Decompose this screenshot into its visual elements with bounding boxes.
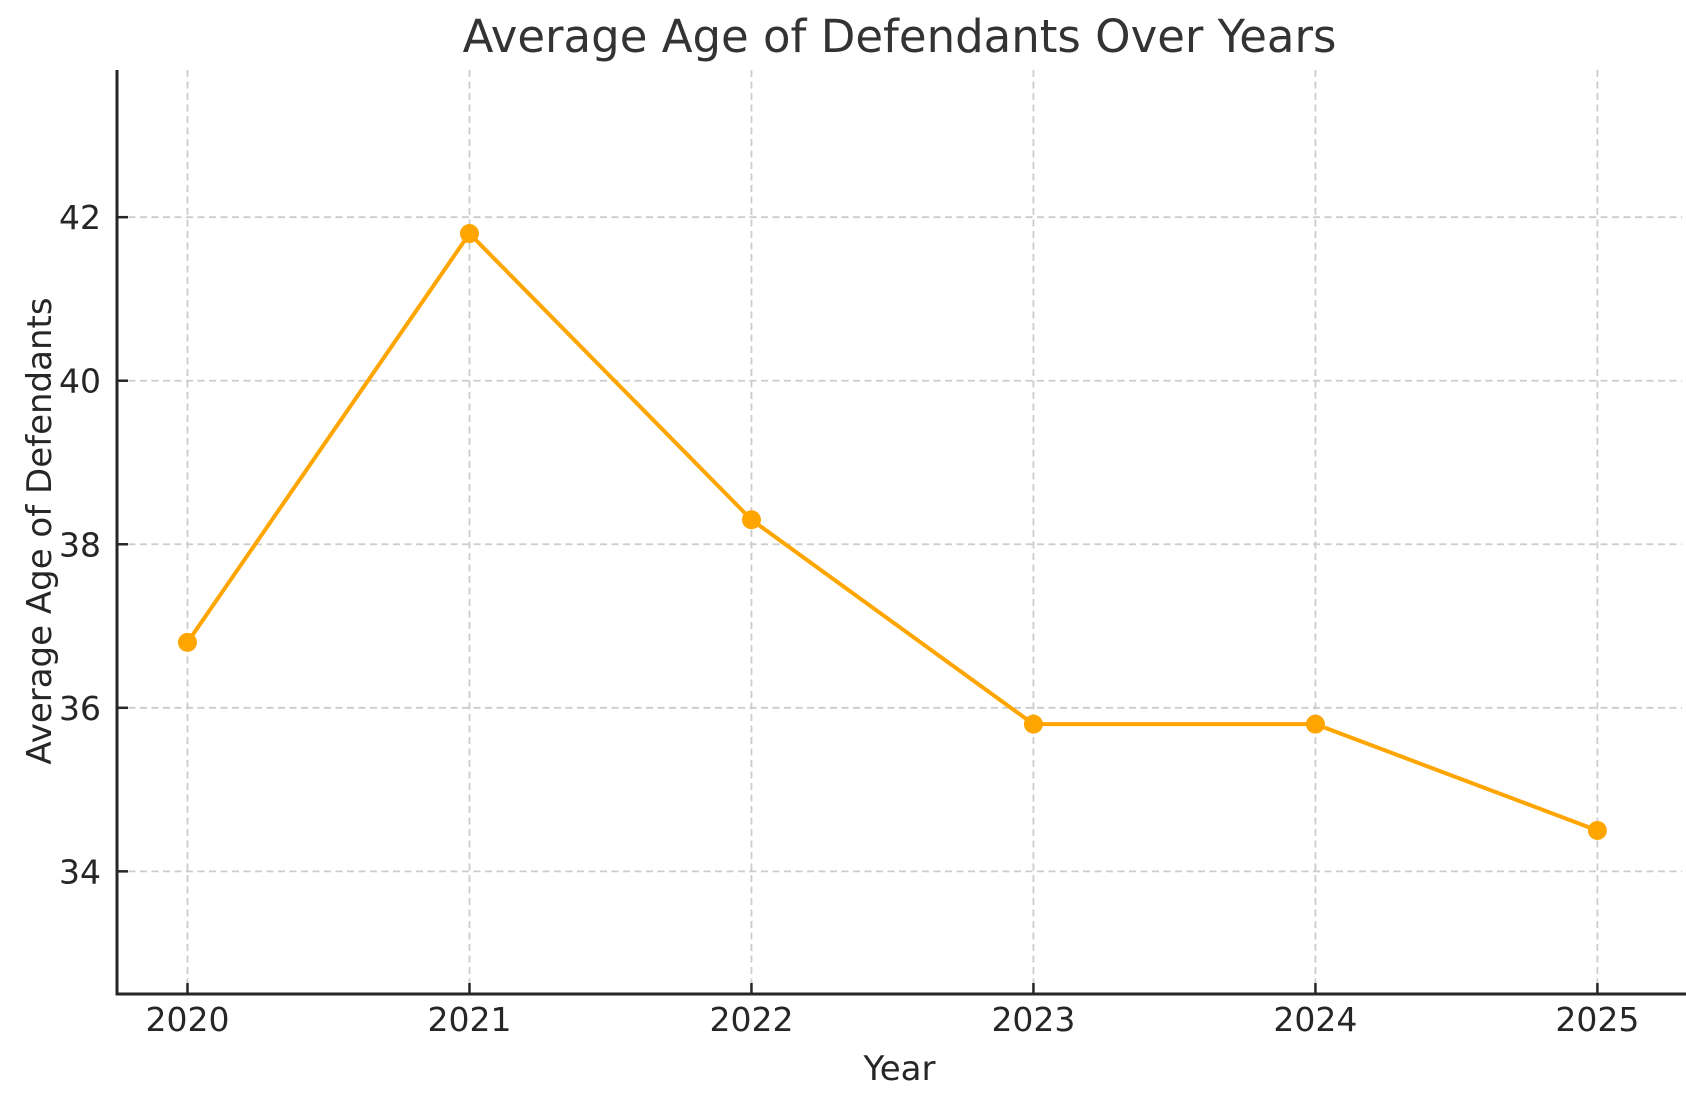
x-tick-label-2023: 2023	[991, 1000, 1075, 1039]
data-line	[185, 231, 1600, 833]
data-point-2024	[1305, 714, 1325, 734]
data-point-2021	[459, 224, 479, 244]
data-point-2025	[1587, 820, 1607, 840]
y-tick-label-38: 38	[59, 525, 101, 564]
y-tick-label-36: 36	[59, 689, 101, 728]
y-tick-label-34: 34	[59, 852, 101, 891]
y-tick-label-42: 42	[59, 198, 101, 237]
x-tick-label-2021: 2021	[427, 1000, 511, 1039]
x-tick-label-2020: 2020	[146, 1000, 230, 1039]
x-tick-label-2024: 2024	[1273, 1000, 1357, 1039]
chart-title: Average Age of Defendants Over Years	[462, 10, 1337, 63]
x-tick-label-2022: 2022	[709, 1000, 793, 1039]
data-point-2022	[741, 510, 761, 530]
data-point-2023	[1023, 714, 1043, 734]
y-tick-label-40: 40	[59, 362, 101, 401]
x-tick-label-2025: 2025	[1555, 1000, 1639, 1039]
data-point-2020	[177, 632, 197, 652]
x-axis-label: Year	[863, 1049, 936, 1089]
